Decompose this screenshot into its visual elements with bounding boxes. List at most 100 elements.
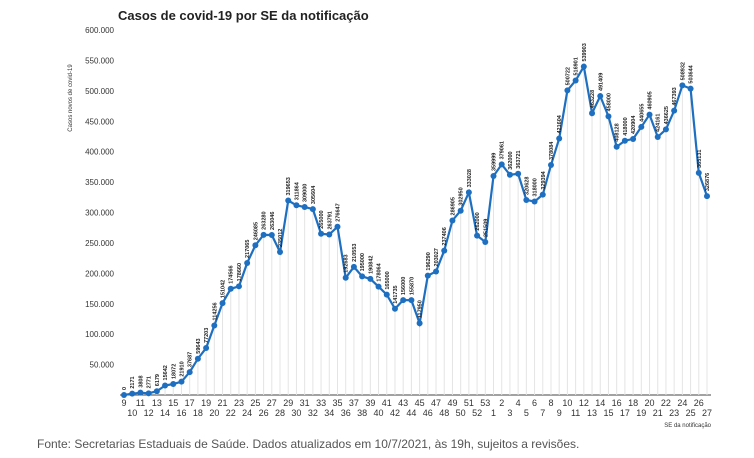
data-point [449, 217, 456, 224]
x-tick-label: 15 [603, 408, 613, 418]
x-tick-label: 30 [291, 408, 301, 418]
data-point [326, 231, 333, 238]
x-tick-label: 21 [218, 398, 228, 408]
data-point [260, 231, 267, 238]
series-line [123, 63, 709, 397]
data-point [334, 223, 341, 230]
x-tick-label: 12 [579, 398, 589, 408]
x-tick-label: 4 [516, 398, 521, 408]
x-tick-label: 10 [562, 398, 572, 408]
y-tick-label: 200.000 [85, 269, 114, 278]
x-tick-label: 20 [209, 408, 219, 418]
covid-cases-chart: Casos de covid-19 por SE da notificação C… [68, 8, 712, 429]
data-point [170, 381, 177, 388]
data-label: 309000 [303, 184, 309, 202]
data-label: 6179 [155, 374, 161, 386]
data-label: 440655 [639, 104, 645, 122]
data-label: 21910 [179, 361, 185, 376]
data-point [572, 77, 579, 84]
data-label: 178660 [237, 263, 243, 281]
data-label: 286905 [450, 197, 456, 215]
data-label: 237406 [442, 227, 448, 245]
data-label: 265000 [319, 210, 325, 228]
data-point [547, 161, 554, 168]
data-label: 210553 [352, 244, 358, 262]
x-tick-label: 24 [677, 398, 687, 408]
data-point [400, 297, 407, 304]
data-point [293, 202, 300, 209]
data-point [235, 283, 242, 290]
x-tick-label: 40 [374, 408, 384, 418]
data-point [227, 285, 234, 292]
x-tick-label: 45 [415, 398, 425, 408]
data-label: 178064 [377, 262, 383, 281]
x-tick-label: 52 [472, 408, 482, 418]
data-point [531, 198, 538, 205]
x-tick-label: 15 [168, 398, 178, 408]
data-point [424, 272, 431, 279]
x-tick-label: 11 [136, 398, 145, 408]
data-label: 500722 [565, 67, 571, 85]
y-tick-label: 350.000 [85, 178, 114, 187]
data-label: 2771 [147, 376, 153, 388]
data-point [482, 238, 489, 245]
data-label: 3808 [138, 375, 144, 387]
data-label: 15642 [163, 365, 169, 380]
data-label: 192683 [344, 254, 350, 272]
data-label: 420904 [631, 115, 637, 134]
y-tick-label: 300.000 [85, 209, 114, 218]
data-point [662, 126, 669, 133]
x-tick-label: 29 [283, 398, 293, 408]
y-tick-label: 450.000 [85, 117, 114, 126]
data-point [687, 85, 694, 92]
y-tick-label: 50.000 [90, 361, 115, 370]
data-point [506, 171, 513, 178]
x-tick-label: 17 [185, 398, 195, 408]
data-point [367, 275, 374, 282]
data-point [695, 169, 702, 176]
x-tick-label: 38 [357, 408, 367, 418]
data-label: 378084 [549, 141, 555, 160]
x-tick-label: 53 [480, 398, 490, 408]
data-label: 117950 [418, 300, 424, 318]
data-label: 318000 [533, 178, 539, 196]
data-label: 18072 [171, 364, 177, 379]
x-tick-label: 42 [390, 408, 400, 418]
data-point [121, 392, 127, 398]
x-tick-label: 23 [234, 398, 244, 408]
x-tick-label: 33 [316, 398, 326, 408]
data-point [613, 143, 620, 150]
x-tick-label: 3 [507, 408, 512, 418]
y-tick-label: 250.000 [85, 239, 114, 248]
data-point [137, 389, 144, 396]
data-label: 276647 [335, 203, 341, 221]
y-axis-label: Casos novos de covid-19 [68, 64, 74, 132]
x-tick-label: 5 [524, 408, 529, 418]
x-tick-label: 10 [127, 408, 137, 418]
data-point [671, 107, 678, 114]
x-tick-label: 16 [176, 408, 186, 418]
x-tick-label: 24 [242, 408, 252, 418]
data-label: 516901 [574, 57, 580, 75]
data-label: 503644 [689, 64, 695, 83]
x-tick-label: 43 [398, 398, 408, 408]
data-label: 151042 [221, 280, 227, 298]
data-label: 467393 [672, 87, 678, 105]
data-label: 408128 [615, 123, 621, 141]
data-label: 421604 [557, 114, 563, 133]
data-label: 539903 [582, 43, 588, 61]
data-label: 263280 [262, 211, 268, 229]
data-label: 262000 [475, 212, 481, 230]
data-point [433, 268, 440, 275]
data-point [129, 390, 136, 397]
data-point [186, 369, 193, 376]
data-point [145, 390, 152, 397]
data-point [268, 231, 275, 238]
data-label: 195000 [360, 253, 366, 271]
x-tick-label: 51 [464, 398, 474, 408]
x-axis-label: SE da notificação [664, 423, 711, 429]
data-point [621, 137, 628, 144]
data-label: 251509 [483, 219, 489, 237]
y-tick-label: 150.000 [85, 300, 114, 309]
data-label: 190842 [368, 256, 374, 274]
